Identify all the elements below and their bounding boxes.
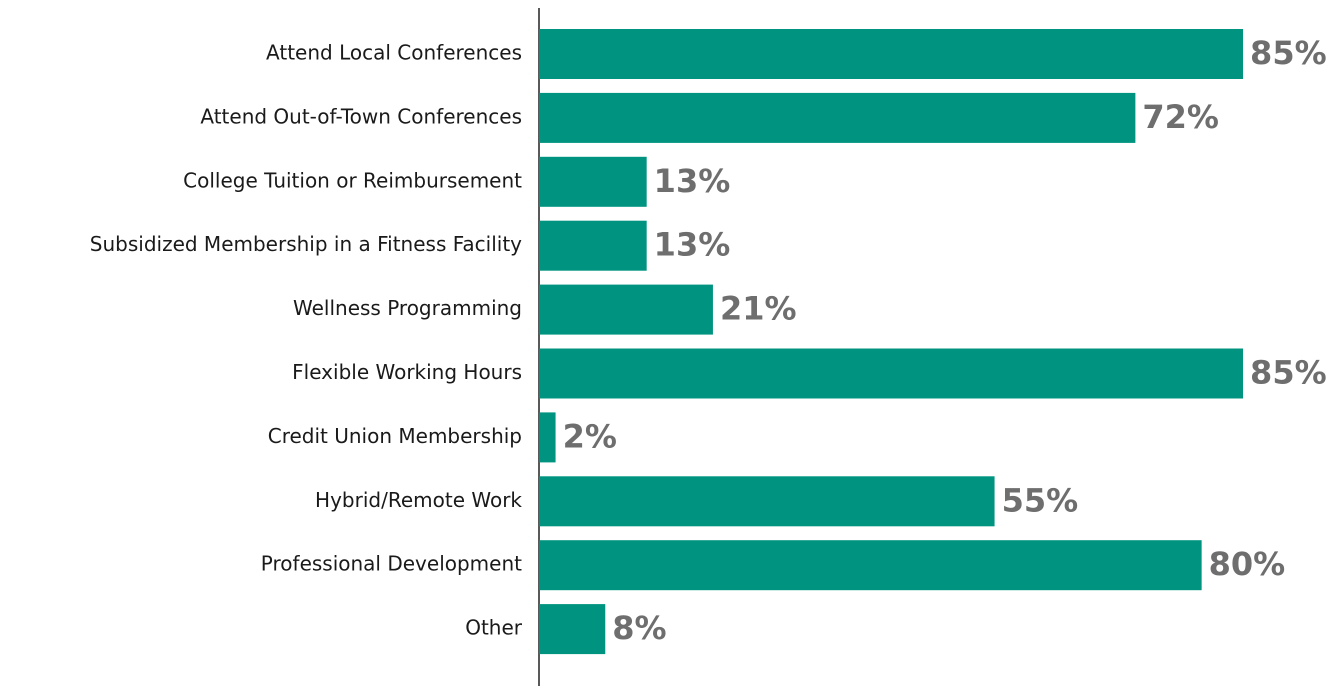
value-label: 72% <box>1142 98 1219 136</box>
category-label: Flexible Working Hours <box>292 360 522 384</box>
category-label: Attend Out-of-Town Conferences <box>200 104 522 128</box>
category-label: Hybrid/Remote Work <box>315 488 522 512</box>
value-label: 85% <box>1250 34 1327 72</box>
bar <box>539 412 556 463</box>
bar <box>539 284 713 335</box>
value-label: 13% <box>654 226 731 264</box>
category-label: Wellness Programming <box>293 296 522 320</box>
value-label: 8% <box>612 609 666 647</box>
category-label: Subsidized Membership in a Fitness Facil… <box>90 232 522 256</box>
category-label: Credit Union Membership <box>268 424 522 448</box>
bar <box>539 604 606 655</box>
bar <box>539 29 1244 79</box>
value-label: 2% <box>563 417 617 455</box>
bar <box>539 476 995 527</box>
value-label: 21% <box>720 290 797 328</box>
value-label: 80% <box>1209 545 1286 583</box>
bar <box>539 92 1136 143</box>
bar <box>539 348 1244 399</box>
category-label: Other <box>465 616 523 640</box>
category-label: Attend Local Conferences <box>266 41 522 65</box>
value-label: 13% <box>654 162 731 200</box>
value-label: 85% <box>1250 354 1327 392</box>
category-label: Professional Development <box>261 552 522 576</box>
category-label: College Tuition or Reimbursement <box>183 168 522 192</box>
value-label: 55% <box>1002 481 1079 519</box>
bar <box>539 220 647 271</box>
bar <box>539 156 647 207</box>
bar <box>539 540 1202 591</box>
